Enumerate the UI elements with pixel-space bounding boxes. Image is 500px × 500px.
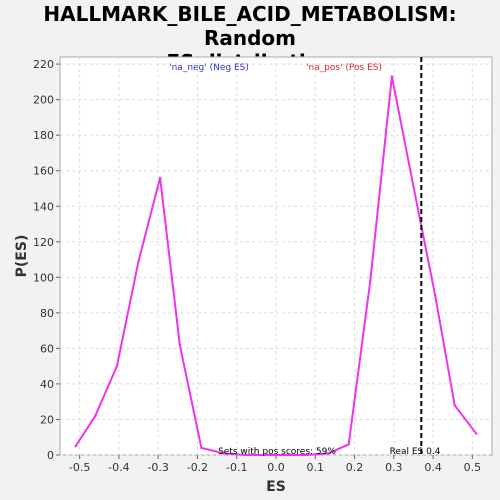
data-point — [178, 343, 181, 347]
axes: -0.5 -0.4 -0.3 -0.2 -0.1 0.0 0.1 0.2 0.3 0.4 0.5 0 2… — [33, 58, 481, 474]
y-tick-label: 140 — [33, 200, 54, 213]
y-tick-label: 220 — [33, 58, 54, 71]
data-point — [264, 453, 268, 457]
data-point — [200, 446, 203, 450]
x-tick-label: 0.4 — [424, 461, 442, 474]
data-point — [243, 453, 246, 457]
pos-scores-label: Sets with pos scores: 59% — [218, 447, 336, 457]
x-tick-label: -0.5 — [69, 461, 90, 474]
x-tick-label: 0.3 — [385, 461, 403, 474]
y-tick-label: 80 — [40, 307, 54, 320]
data-point — [74, 444, 77, 448]
pos-es-label: 'na_pos' (Pos ES) — [306, 63, 382, 73]
x-tick-label: -0.2 — [187, 461, 208, 474]
y-tick-label: 0 — [47, 449, 54, 462]
data-point — [115, 364, 119, 368]
data-point — [347, 443, 350, 446]
data-point — [221, 452, 225, 455]
data-point — [390, 75, 394, 78]
chart-title-line1: HALLMARK_BILE_ACID_METABOLISM: Random — [43, 2, 457, 50]
x-tick-label: -0.4 — [108, 461, 129, 474]
x-tick-label: -0.1 — [226, 461, 247, 474]
data-point — [453, 404, 456, 407]
x-tick-label: 0.5 — [464, 461, 482, 474]
grid — [60, 57, 492, 456]
data-point — [306, 453, 309, 457]
x-tick-label: -0.3 — [147, 461, 168, 474]
es-distribution-line — [74, 75, 478, 456]
data-point — [158, 176, 162, 180]
data-point — [327, 452, 331, 455]
data-point — [412, 185, 415, 188]
y-tick-label: 120 — [33, 236, 54, 249]
y-tick-label: 40 — [40, 378, 54, 391]
y-tick-label: 100 — [33, 271, 54, 284]
series-layer — [74, 75, 478, 457]
data-point — [137, 260, 140, 263]
y-tick-label: 60 — [40, 342, 54, 355]
real-es-label: Real ES 0.4 — [390, 447, 441, 457]
y-tick-label: 180 — [33, 129, 54, 142]
data-point — [369, 279, 372, 283]
x-tick-label: 0.0 — [267, 461, 285, 474]
x-tick-label: 0.1 — [307, 461, 325, 474]
y-tick-label: 200 — [33, 94, 54, 107]
neg-es-label: 'na_neg' (Neg ES) — [169, 63, 249, 73]
x-axis-label: ES — [266, 479, 286, 495]
y-tick-label: 20 — [40, 413, 54, 426]
y-axis-label: P(ES) — [14, 235, 30, 278]
data-point — [475, 432, 478, 435]
y-tick-label: 160 — [33, 165, 54, 178]
data-point — [94, 414, 97, 418]
x-tick-label: 0.2 — [346, 461, 364, 474]
data-point — [284, 453, 288, 457]
data-point — [433, 293, 437, 297]
